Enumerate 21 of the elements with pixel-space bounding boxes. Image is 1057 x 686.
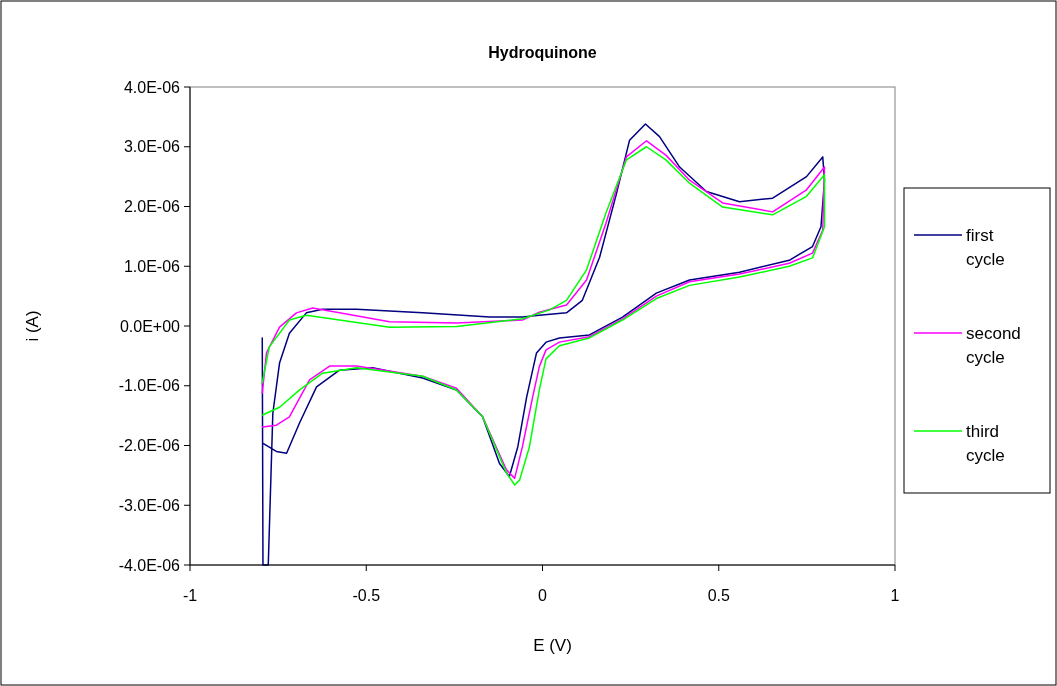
x-tick-label: 0.5 [707,587,730,604]
legend-label: second cycle [966,324,1021,367]
y-tick-label: 0.0E+00 [119,317,181,335]
x-tick-label: -1 [182,587,198,604]
y-tick-label: -4.0E-06 [118,556,181,574]
legend-label: first cycle [966,226,1005,269]
y-tick-label: -3.0E-06 [118,496,181,514]
y-tick-label: -2.0E-06 [118,437,181,455]
y-tick-label: -1.0E-06 [118,377,181,395]
x-tick-label: 0 [538,587,548,604]
x-tick-label: 1 [890,587,900,604]
y-tick-label: 1.0E-06 [123,257,181,275]
y-tick-label: 2.0E-06 [123,198,181,216]
line-series [261,123,826,566]
y-tick-label: 4.0E-06 [123,78,181,96]
y-tick-label: 3.0E-06 [123,138,181,156]
legend-label: third cycle [966,422,1005,465]
chart-title: Hydroquinone [488,44,597,61]
x-axis-title: E (V) [533,636,572,655]
x-tick-label: -0.5 [352,587,381,604]
y-axis-title: i (A) [23,310,42,342]
